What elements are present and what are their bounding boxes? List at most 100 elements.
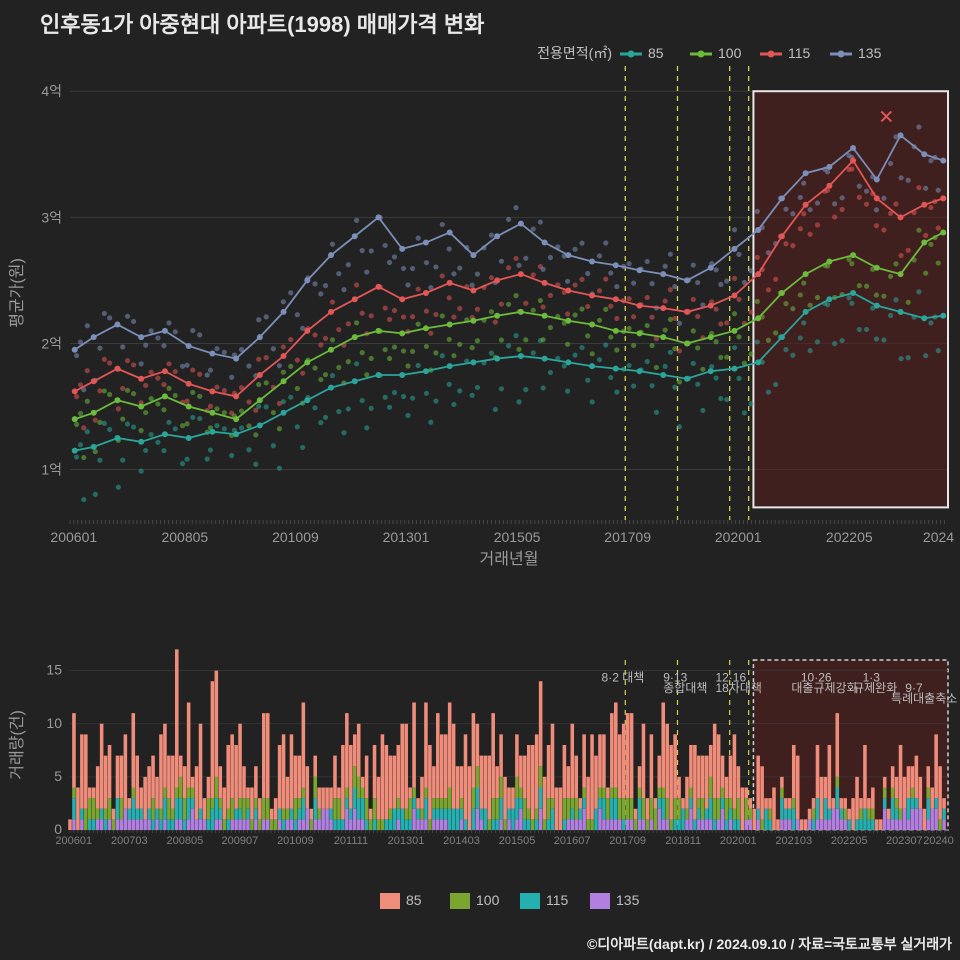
volume-bar [124,809,128,830]
volume-bar [780,777,784,788]
volume-bar [495,819,499,830]
volume-bar [404,809,408,820]
scatter-point [264,380,269,385]
scatter-point [672,346,677,351]
scatter-point [832,214,837,219]
xtick-label: 200601 [50,529,97,545]
scatter-point [493,407,498,412]
volume-bar [116,819,120,830]
volume-bar [412,788,416,799]
volume-bar [416,819,420,830]
scatter-point [277,363,282,368]
volume-bar [835,713,839,777]
series-115-point [72,388,78,394]
volume-bar [654,798,658,809]
scatter-point [143,343,148,348]
volume-bar [582,788,586,799]
scatter-point [691,328,696,333]
scatter-point [815,222,820,227]
scatter-point [318,377,323,382]
scatter-point [457,388,462,393]
volume-bar [357,724,361,777]
volume-bar [824,819,828,830]
volume-bar [278,745,282,809]
scatter-point [713,339,718,344]
volume-bar [602,819,606,830]
volume-bar [503,819,507,830]
scatter-point [516,263,521,268]
volume-bar [578,809,582,820]
scatter-point [405,282,410,287]
series-115-point [375,284,381,290]
volume-bar [907,819,911,830]
volume-bar [523,819,527,830]
scatter-point [531,308,536,313]
volume-bar [677,798,681,819]
series-100-point [186,404,192,410]
volume-bar [254,809,258,820]
volume-bar [851,798,855,830]
scatter-point [718,355,723,360]
volume-bar [503,777,507,820]
volume-bar [298,819,302,830]
scatter-point [700,408,705,413]
scatter-point [74,353,79,358]
series-85-point [518,353,524,359]
xtick-label-bottom: 201607 [554,835,591,847]
series-85-point [470,359,476,365]
volume-bar [780,788,784,799]
scatter-point [928,242,933,247]
volume-bar [191,798,195,809]
volume-bar [337,798,341,819]
scatter-point [161,448,166,453]
volume-bar [899,745,903,809]
volume-bar [436,809,440,820]
series-100-point [684,340,690,346]
scatter-point [645,259,650,264]
volume-bar [911,788,915,799]
scatter-point [881,294,886,299]
scatter-point [864,202,869,207]
volume-bar [215,777,219,798]
volume-bar [630,713,634,798]
scatter-point [78,442,83,447]
scatter-point [590,399,595,404]
series-115-point [755,271,761,277]
scatter-point [360,350,365,355]
scatter-point [748,309,753,314]
scatter-point [74,394,79,399]
series-85-point [162,431,168,437]
volume-bar [266,798,270,819]
series-85-point [779,334,785,340]
legend-swatch-bottom [520,893,540,909]
volume-bar [420,777,424,809]
series-135-point [898,132,904,138]
volume-bar [539,681,543,766]
volume-bar [215,819,219,830]
volume-bar [222,788,226,820]
series-85-point [138,439,144,445]
volume-bar [582,734,586,787]
series-100-point [352,334,358,340]
volume-bar [867,809,871,820]
scatter-point [323,336,328,341]
scatter-point [295,312,300,317]
volume-bar [567,766,571,798]
scatter-point [475,307,480,312]
volume-bar [835,809,839,830]
scatter-point [120,416,125,421]
scatter-point [857,283,862,288]
volume-bar [432,798,436,809]
scatter-point [97,458,102,463]
scatter-point [906,355,911,360]
volume-bar [934,798,938,809]
volume-bar [325,809,329,830]
series-115-point [826,183,832,189]
scatter-point [565,279,570,284]
volume-bar [416,798,420,809]
volume-bar [570,819,574,830]
volume-bar [634,819,638,830]
volume-bar [131,819,135,830]
scatter-point [271,410,276,415]
volume-bar [934,734,938,798]
